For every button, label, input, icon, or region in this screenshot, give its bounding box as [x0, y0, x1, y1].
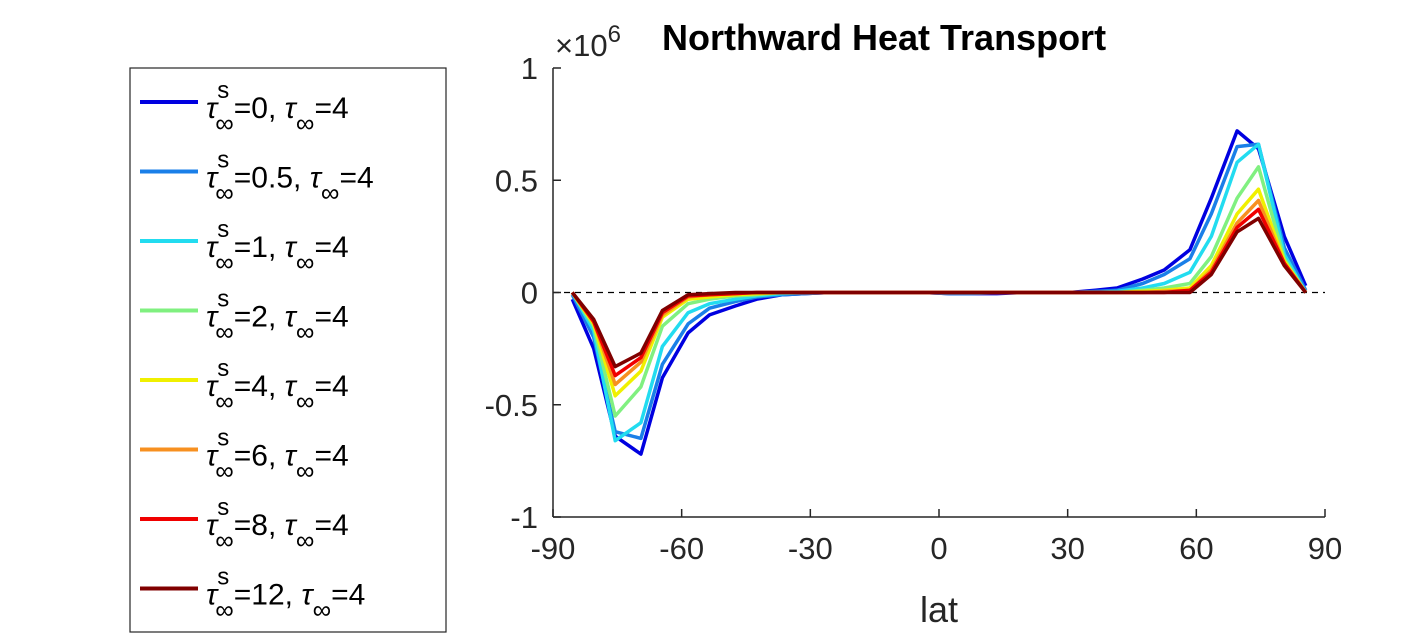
y-tick-label-3: -0.5	[485, 388, 538, 423]
legend-entries: τs ∞=0, τ∞=4 τs ∞=0.5, τ∞=4 τs ∞=1, τ∞=4 τs ∞=2…	[140, 77, 374, 625]
legend-label-1: τs ∞=0.5, τ∞=4	[206, 147, 374, 208]
legend-label-0: τs ∞=0, τ∞=4	[206, 77, 349, 138]
legend-item-6: τs ∞=8, τ∞=4	[140, 494, 349, 555]
x-tick-label-5: 60	[1179, 531, 1213, 566]
y-exponent-power: 6	[608, 21, 621, 48]
x-tick-label-2: -30	[788, 531, 833, 566]
x-tick-label-6: 90	[1308, 531, 1342, 566]
x-axis-label: lat	[920, 589, 958, 630]
legend-label-7: τs ∞=12, τ∞=4	[206, 564, 365, 625]
legend-item-2: τs ∞=1, τ∞=4	[140, 216, 349, 277]
legend-item-0: τs ∞=0, τ∞=4	[140, 77, 349, 138]
legend-item-4: τs ∞=4, τ∞=4	[140, 355, 349, 416]
legend-label-3: τs ∞=2, τ∞=4	[206, 286, 349, 347]
legend-label-5: τs ∞=6, τ∞=4	[206, 425, 349, 486]
x-tick-label-1: -60	[659, 531, 704, 566]
legend-box	[129, 67, 447, 633]
y-tick-label-0: 1	[521, 51, 538, 86]
tick-marks	[552, 67, 1326, 518]
legend-item-7: τs ∞=12, τ∞=4	[140, 564, 365, 625]
x-tick-label-0: -90	[531, 531, 576, 566]
chart-title: Northward Heat Transport	[662, 17, 1106, 58]
tick-labels: -90 -60 -30 0 30 60 90 1 0.5 0 -0.5 -1	[485, 51, 1343, 566]
legend-item-1: τs ∞=0.5, τ∞=4	[140, 147, 374, 208]
legend: τs ∞=0, τ∞=4 τs ∞=0.5, τ∞=4 τs ∞=1, τ∞=4 τs ∞=2…	[129, 67, 447, 633]
series-line-7	[570, 216, 1308, 369]
y-tick-label-2: 0	[521, 276, 538, 311]
y-tick-label-4: -1	[510, 500, 538, 535]
legend-item-5: τs ∞=6, τ∞=4	[140, 425, 349, 486]
legend-label-6: τs ∞=8, τ∞=4	[206, 494, 349, 555]
legend-label-2: τs ∞=1, τ∞=4	[206, 216, 349, 277]
x-tick-label-3: 0	[930, 531, 947, 566]
legend-item-3: τs ∞=2, τ∞=4	[140, 286, 349, 347]
plot-area: -90 -60 -30 0 30 60 90 1 0.5 0 -0.5 -1	[485, 51, 1343, 566]
x-tick-label-4: 30	[1050, 531, 1084, 566]
y-tick-label-1: 0.5	[495, 163, 538, 198]
y-exponent-base: ×10	[555, 28, 608, 63]
legend-label-4: τs ∞=4, τ∞=4	[206, 355, 349, 416]
series-group	[570, 129, 1308, 456]
y-exponent-label: ×106	[555, 21, 621, 63]
